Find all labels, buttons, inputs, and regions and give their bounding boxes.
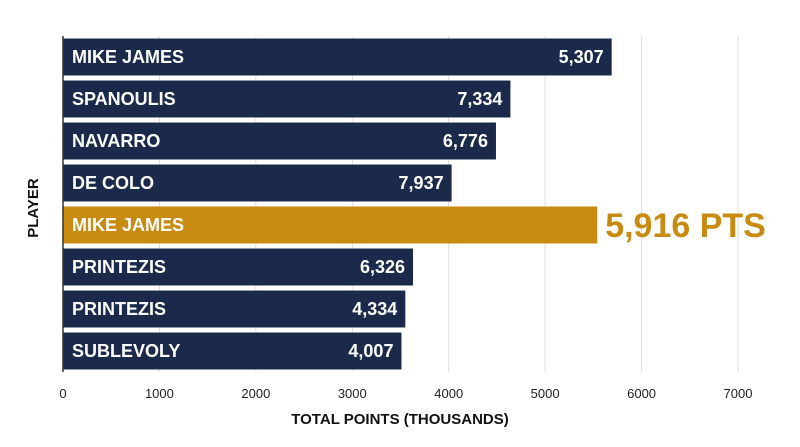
x-tick-label: 3000 (338, 386, 367, 401)
x-tick-label: 7000 (724, 386, 753, 401)
bar (63, 290, 406, 328)
bar-value-label: 7,334 (457, 89, 502, 109)
bar (63, 248, 414, 286)
x-tick-label: 1000 (145, 386, 174, 401)
highlight-callout-label: 5,916 PTS (605, 207, 766, 245)
bar-category-label: MIKE JAMES (72, 215, 184, 235)
x-axis-title: TOTAL POINTS (THOUSANDS) (291, 411, 509, 428)
bar-category-label: NAVARRO (72, 131, 160, 151)
bar (63, 80, 511, 118)
bar-value-label: 4,007 (348, 341, 393, 361)
bar-category-label: DE COLO (72, 173, 154, 193)
bar-value-label: 6,776 (443, 131, 488, 151)
x-tick-label: 2000 (241, 386, 270, 401)
bar-category-label: MIKE JAMES (72, 47, 184, 67)
bar-category-label: SPANOULIS (72, 89, 176, 109)
x-tick-label: 5000 (531, 386, 560, 401)
bar (63, 332, 402, 370)
bar-highlighted (63, 206, 598, 244)
bar (63, 164, 452, 202)
bar (63, 38, 612, 76)
bar-category-label: PRINTEZIS (72, 257, 166, 277)
bar (63, 122, 496, 160)
x-tick-label: 4000 (434, 386, 463, 401)
bars: MIKE JAMES 5,307 SPANOULIS 7,334 NAVARRO 6,77… (63, 38, 766, 370)
x-tick-label: 6000 (627, 386, 656, 401)
bar-value-label: 6,326 (360, 257, 405, 277)
bar-value-label: 5,307 (559, 47, 604, 67)
x-axis-ticks: 0 1000 2000 3000 4000 5000 6000 7000 (59, 386, 752, 401)
y-axis-title: PLAYER (25, 178, 42, 238)
bar-value-label: 7,937 (399, 173, 444, 193)
bar-category-label: SUBLEVOLY (72, 341, 180, 361)
bar-value-label: 4,334 (352, 299, 397, 319)
bar-category-label: PRINTEZIS (72, 299, 166, 319)
x-tick-label: 0 (59, 386, 66, 401)
